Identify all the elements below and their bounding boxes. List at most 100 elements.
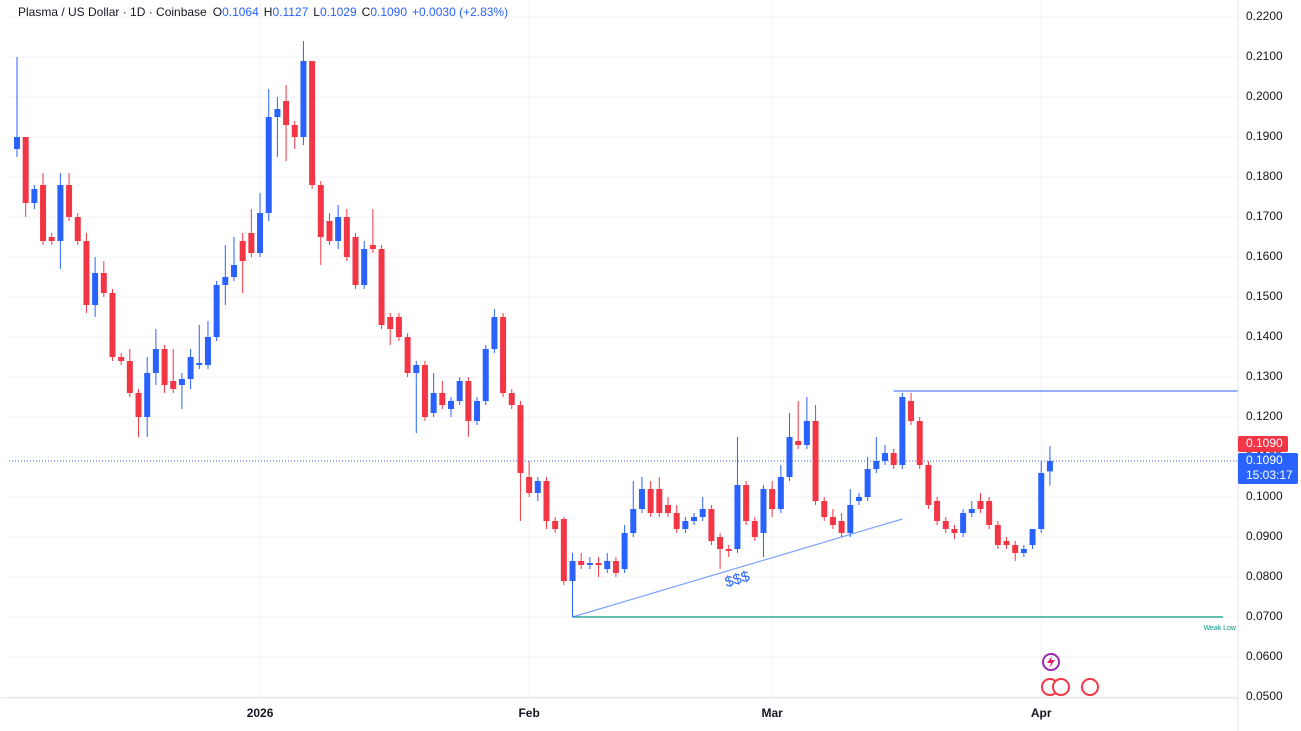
icons <box>1041 653 1099 696</box>
flag-icon[interactable] <box>1052 678 1070 696</box>
candle-body <box>508 393 515 405</box>
candle-body <box>882 453 888 461</box>
candle-body <box>248 233 255 253</box>
candle-body <box>144 373 151 417</box>
y-tick-label: 0.2100 <box>1246 49 1283 63</box>
candle-body <box>22 137 29 203</box>
candle-body <box>1012 545 1019 553</box>
flag-icon[interactable] <box>1081 678 1099 696</box>
y-tick-label: 0.1000 <box>1246 489 1283 503</box>
candle-body <box>786 437 793 477</box>
candle-body <box>335 217 342 241</box>
candle-body <box>439 393 446 405</box>
candle-body <box>760 489 767 533</box>
candle-body <box>300 61 307 137</box>
candle-body <box>491 317 498 349</box>
candle-body <box>274 109 281 117</box>
candle-body <box>890 453 897 465</box>
candle-body <box>821 501 828 517</box>
candle-body <box>942 521 949 529</box>
candle-body <box>413 365 420 373</box>
candle-body <box>317 185 324 237</box>
candle-body <box>430 393 437 413</box>
candle-body <box>474 401 481 421</box>
x-tick-label: 2026 <box>247 706 274 720</box>
candle-body <box>118 357 125 361</box>
trend-line <box>572 518 903 618</box>
candle-body <box>170 381 177 389</box>
candle-body <box>630 509 637 533</box>
candle-body <box>708 509 715 541</box>
candle-body <box>578 561 585 565</box>
candle-body <box>534 481 541 493</box>
candle-body <box>48 237 55 241</box>
candle-body <box>126 361 133 393</box>
candle-body <box>682 521 689 529</box>
ohlc-value: 0.1127 <box>272 5 308 19</box>
candle-body <box>769 489 776 509</box>
candle-body <box>873 461 880 469</box>
candle-body <box>743 485 750 521</box>
candle-body <box>31 189 38 203</box>
candle-body <box>213 285 220 337</box>
candle-body <box>795 441 802 445</box>
candle-body <box>352 237 359 285</box>
y-tick-label: 0.0700 <box>1246 609 1283 623</box>
ohlc-value: 0.1064 <box>222 5 259 19</box>
candle-body <box>109 293 116 357</box>
candle-body <box>864 469 871 497</box>
candle-body <box>552 521 559 529</box>
y-tick-label: 0.1200 <box>1246 409 1283 423</box>
candle-body <box>777 477 784 509</box>
price-tag-label: 0.1090 <box>1246 453 1283 467</box>
candle-body <box>421 365 428 417</box>
candle-body <box>361 249 368 285</box>
candle-body <box>691 517 698 521</box>
x-tick-label: Feb <box>518 706 539 720</box>
candle-body <box>899 397 906 465</box>
candle-body <box>222 277 229 285</box>
y-tick-label: 0.0500 <box>1246 689 1283 703</box>
candle-body <box>586 563 593 565</box>
candle-body <box>83 241 90 305</box>
candle-body <box>638 489 645 509</box>
candle-body <box>829 517 836 525</box>
event-icon-bolt <box>1047 656 1055 668</box>
candle-body <box>100 273 107 293</box>
candle-body <box>239 241 246 261</box>
candles <box>14 41 1053 617</box>
candle-body <box>257 213 264 253</box>
candle-body <box>161 349 168 385</box>
candle-body <box>656 489 663 513</box>
candle-body <box>699 509 706 517</box>
candle-body <box>14 137 20 149</box>
price-tag <box>1238 453 1298 484</box>
y-tick-label: 0.0900 <box>1246 529 1283 543</box>
candle-body <box>934 501 941 521</box>
candle-body <box>647 489 654 513</box>
candle-body <box>74 217 81 241</box>
candle-body <box>291 125 298 137</box>
candle-body <box>803 421 810 445</box>
candle-body <box>595 563 602 565</box>
candle-body <box>543 481 550 521</box>
candle-body <box>387 317 394 329</box>
candle-body <box>725 549 732 551</box>
event-icon[interactable] <box>1042 653 1060 671</box>
y-tick-label: 0.1600 <box>1246 249 1283 263</box>
drawings: Weak Low $$$ <box>9 390 1238 632</box>
weak-low-label: Weak Low <box>1203 625 1236 632</box>
candle-body <box>231 265 237 277</box>
y-tick-label: 0.1800 <box>1246 169 1283 183</box>
candle-body <box>178 379 185 385</box>
candle-body <box>847 505 854 533</box>
candle-body <box>517 405 524 473</box>
candle-body <box>1003 541 1010 545</box>
candle-body <box>734 485 741 549</box>
candle-body <box>560 519 567 581</box>
candle-body <box>187 357 194 379</box>
candle-body <box>66 185 73 217</box>
